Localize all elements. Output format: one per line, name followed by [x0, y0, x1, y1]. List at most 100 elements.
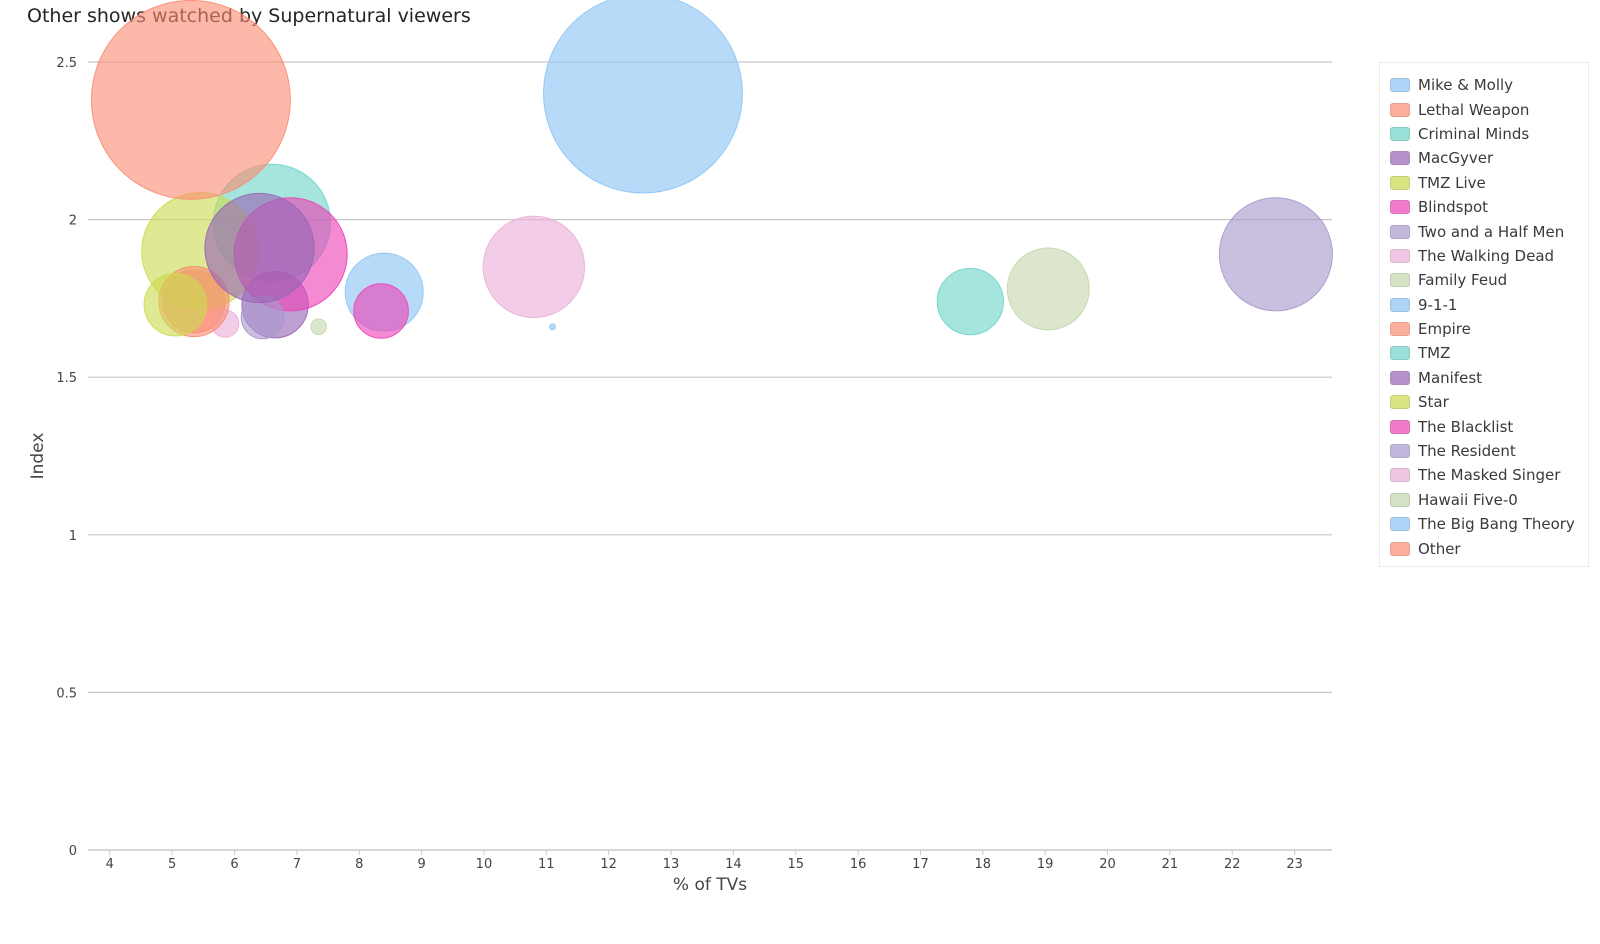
x-tick-label: 8	[355, 857, 363, 872]
legend-label: Family Feud	[1418, 271, 1508, 290]
legend-label: TMZ Live	[1418, 173, 1486, 192]
y-tick-label: 0.5	[56, 686, 77, 701]
legend-item-lethal-weapon[interactable]: Lethal Weapon	[1380, 97, 1588, 121]
legend-label: MacGyver	[1418, 149, 1494, 168]
x-tick-label: 23	[1286, 857, 1303, 872]
bubble-star[interactable]	[143, 273, 207, 337]
legend-label: Criminal Minds	[1418, 124, 1530, 143]
y-axis: 0 0.5 1 1.5 2 2.5	[56, 56, 77, 859]
legend-swatch	[1390, 200, 1410, 215]
legend-swatch	[1390, 346, 1410, 361]
bubbles	[90, 0, 1333, 340]
legend-label: The Walking Dead	[1418, 246, 1555, 265]
bubble-hawaii-five-0[interactable]	[1006, 247, 1090, 331]
legend-swatch	[1390, 248, 1410, 263]
bubble-mike-molly[interactable]	[549, 323, 556, 331]
legend-label: Mike & Molly	[1418, 76, 1514, 95]
legend-swatch	[1390, 517, 1410, 532]
legend-item-the-blacklist[interactable]: The Blacklist	[1380, 414, 1588, 438]
legend-swatch	[1390, 322, 1410, 337]
bubble-the-masked-singer[interactable]	[482, 215, 586, 319]
legend-item-macgyver[interactable]: MacGyver	[1380, 146, 1588, 170]
bubble-manifest[interactable]	[204, 192, 315, 304]
bubble-tmz[interactable]	[936, 267, 1004, 336]
x-axis-title: % of TVs	[673, 875, 747, 895]
legend-item-star[interactable]: Star	[1380, 390, 1588, 414]
x-tick-label: 4	[106, 857, 114, 872]
legend-item-manifest[interactable]: Manifest	[1380, 366, 1588, 390]
legend-item-two-and-a-half-men[interactable]: Two and a Half Men	[1380, 219, 1588, 243]
x-tick-label: 15	[787, 857, 804, 872]
legend-label: Two and a Half Men	[1418, 222, 1565, 241]
legend-swatch	[1390, 224, 1410, 239]
legend-swatch	[1390, 297, 1410, 312]
legend-item-the-masked-singer[interactable]: The Masked Singer	[1380, 463, 1588, 487]
legend-swatch	[1390, 126, 1410, 141]
y-tick-label: 1	[69, 529, 77, 544]
x-tick-label: 5	[168, 857, 176, 872]
legend-swatch	[1390, 273, 1410, 288]
legend-swatch	[1390, 102, 1410, 117]
legend-item-tmz-live[interactable]: TMZ Live	[1380, 171, 1588, 195]
legend-label: Empire	[1418, 320, 1471, 339]
legend-item-the-walking-dead[interactable]: The Walking Dead	[1380, 244, 1588, 268]
legend: Mike & Molly Lethal Weapon Criminal Minds M…	[1379, 62, 1589, 567]
legend-label: Hawaii Five-0	[1418, 490, 1518, 509]
legend-label: The Masked Singer	[1418, 466, 1561, 485]
legend-label: The Big Bang Theory	[1418, 515, 1575, 534]
legend-item-9-1-1[interactable]: 9-1-1	[1380, 293, 1588, 317]
legend-item-hawaii-five-0[interactable]: Hawaii Five-0	[1380, 488, 1588, 512]
bubble-the-resident[interactable]	[1218, 197, 1333, 312]
x-tick-label: 18	[975, 857, 992, 872]
y-axis-title: Index	[28, 433, 48, 480]
legend-label: Star	[1418, 393, 1449, 412]
legend-label: Other	[1418, 539, 1461, 558]
legend-label: The Resident	[1418, 442, 1516, 461]
legend-label: Blindspot	[1418, 198, 1489, 217]
legend-item-tmz[interactable]: TMZ	[1380, 341, 1588, 365]
legend-item-empire[interactable]: Empire	[1380, 317, 1588, 341]
legend-label: TMZ	[1418, 344, 1451, 363]
x-tick-label: 20	[1099, 857, 1116, 872]
y-tick-label: 2	[69, 214, 77, 229]
bubble-chart: 4 5 6 7 8 9 10 11 12 13 14 15 16 17 18 19 20 21 22 23 00.51…	[28, 0, 1333, 895]
legend-item-criminal-minds[interactable]: Criminal Minds	[1380, 122, 1588, 146]
x-tick-label: 13	[663, 857, 680, 872]
x-tick-label: 21	[1162, 857, 1179, 872]
legend-label: Lethal Weapon	[1418, 100, 1530, 119]
legend-swatch	[1390, 468, 1410, 483]
x-tick-label: 10	[476, 857, 493, 872]
x-tick-label: 14	[725, 857, 742, 872]
legend-item-the-resident[interactable]: The Resident	[1380, 439, 1588, 463]
legend-swatch	[1390, 444, 1410, 459]
y-tick-label: 1.5	[56, 371, 77, 386]
legend-item-the-big-bang-theory[interactable]: The Big Bang Theory	[1380, 512, 1588, 536]
legend-item-family-feud[interactable]: Family Feud	[1380, 268, 1588, 292]
legend-swatch	[1390, 419, 1410, 434]
bubble-the-blacklist[interactable]	[353, 283, 409, 339]
y-tick-label: 0	[69, 844, 77, 859]
legend-swatch	[1390, 78, 1410, 93]
legend-label: The Blacklist	[1418, 417, 1514, 436]
legend-swatch	[1390, 175, 1410, 190]
x-tick-label: 19	[1037, 857, 1054, 872]
x-axis: 4 5 6 7 8 9 10 11 12 13 14 15 16 17 18 19 20 21 22 23	[88, 849, 1332, 872]
legend-swatch	[1390, 541, 1410, 556]
x-tick-label: 16	[850, 857, 867, 872]
legend-label: 9-1-1	[1418, 295, 1458, 314]
legend-swatch	[1390, 395, 1410, 410]
legend-label: Manifest	[1418, 368, 1483, 387]
y-tick-label: 2.5	[56, 56, 77, 71]
bubble-other[interactable]	[90, 0, 291, 200]
legend-item-other[interactable]: Other	[1380, 536, 1588, 560]
bubble-family-feud[interactable]	[310, 318, 328, 336]
legend-swatch	[1390, 151, 1410, 166]
x-tick-label: 11	[538, 857, 555, 872]
x-tick-label: 17	[912, 857, 929, 872]
x-tick-label: 22	[1224, 857, 1241, 872]
legend-item-blindspot[interactable]: Blindspot	[1380, 195, 1588, 219]
legend-item-mike-molly[interactable]: Mike & Molly	[1380, 73, 1588, 97]
bubble-the-big-bang-theory[interactable]	[543, 0, 743, 194]
x-tick-label: 7	[293, 857, 301, 872]
x-tick-label: 6	[230, 857, 238, 872]
